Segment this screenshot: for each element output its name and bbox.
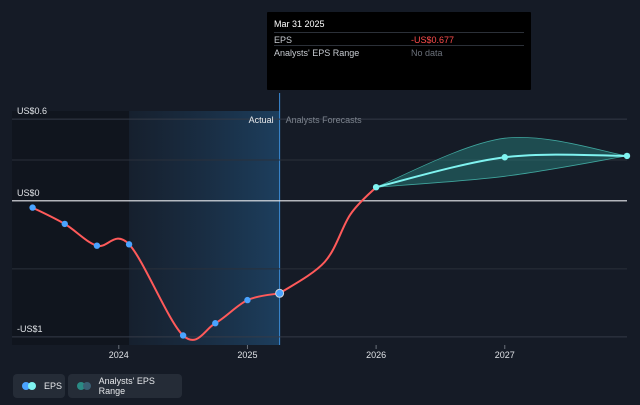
y-tick-label-2: -US$1: [17, 324, 43, 334]
actual-label: Actual: [249, 115, 274, 125]
legend-eps-label: EPS: [44, 381, 63, 391]
tooltip-row-eps: EPS -US$0.677: [274, 32, 524, 46]
tooltip-range-value: No data: [411, 48, 443, 58]
actual-region-highlight: [129, 111, 280, 345]
eps-actual-point-5: [212, 320, 219, 327]
y-tick-label-0: US$0.6: [17, 106, 47, 116]
legend-item-eps-range[interactable]: Analysts' EPS Range: [68, 374, 182, 398]
eps-range-band: [375, 137, 628, 188]
eps-actual-point-4: [179, 332, 187, 339]
eps-actual-point-2: [93, 242, 101, 249]
legend-item-eps[interactable]: EPS: [13, 374, 65, 398]
eps-actual-point-6: [244, 296, 251, 304]
eps-actual-point-1: [61, 220, 68, 228]
eps-forecast-point-1: [501, 154, 508, 161]
tooltip-eps-label: EPS: [274, 35, 293, 45]
tooltip-range-label: Analysts' EPS Range: [274, 48, 360, 58]
eps-actual-point-0: [29, 204, 36, 211]
eps-actual-point-7: [275, 288, 285, 298]
chart-tooltip: Mar 31 2025 EPS -US$0.677 Analysts' EPS …: [267, 12, 531, 90]
x-tick-label-3: 2027: [495, 350, 515, 360]
forecast-label: Analysts Forecasts: [286, 115, 363, 125]
eps-legend-icon: [22, 382, 38, 390]
x-tick-label-2: 2026: [366, 350, 386, 360]
eps-transition-line: [279, 186, 377, 295]
tooltip-eps-value: -US$0.677: [411, 35, 455, 45]
tooltip-date: Mar 31 2025: [274, 19, 325, 29]
eps-range-legend-icon: [77, 382, 93, 390]
x-tick-label-0: 2024: [109, 350, 129, 360]
eps-actual-line: [32, 206, 280, 341]
tooltip-row-range: Analysts' EPS Range No data: [274, 45, 524, 59]
eps-forecast-point-0: [372, 183, 380, 191]
legend-eps-range-label: Analysts' EPS Range: [98, 376, 155, 396]
eps-forecast-point-2: [623, 152, 631, 160]
eps-actual-point-3: [125, 241, 133, 248]
x-tick-label-1: 2025: [237, 350, 257, 360]
y-tick-label-1: US$0: [17, 188, 40, 198]
